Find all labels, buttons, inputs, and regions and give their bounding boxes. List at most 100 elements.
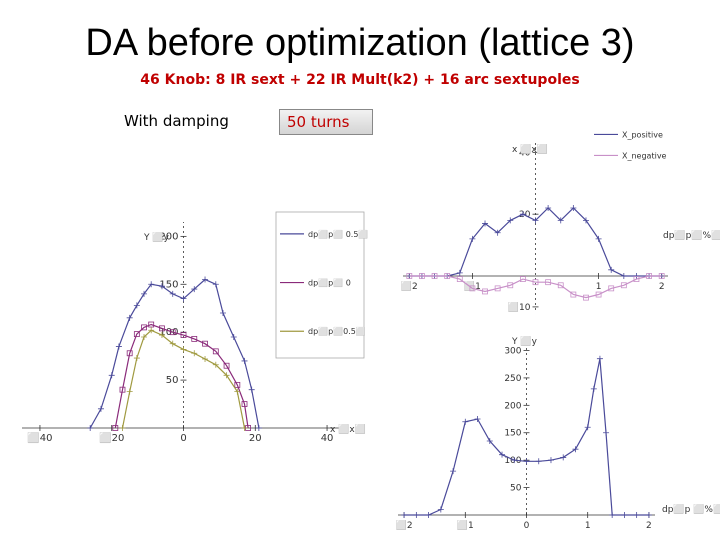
- y-axis-label: x ⬜x⬜: [512, 143, 548, 155]
- data-point: [507, 217, 514, 224]
- data-point: [620, 282, 627, 289]
- data-point: [494, 229, 501, 236]
- data-point: [633, 273, 640, 279]
- data-point: [570, 291, 577, 298]
- data-point: [180, 332, 187, 338]
- data-point: [519, 211, 526, 218]
- data-point: [169, 340, 176, 347]
- series-line-3: [121, 329, 246, 429]
- data-point: [557, 217, 564, 224]
- data-point: [230, 333, 237, 340]
- data-point: [583, 294, 589, 301]
- data-point: [482, 220, 489, 227]
- turns-badge: 50 turns: [279, 109, 373, 135]
- data-point: [223, 372, 230, 379]
- data-point: [532, 279, 539, 286]
- data-point: [486, 437, 493, 444]
- data-point: [202, 356, 209, 363]
- x-axis-label: dp⬜p ⬜%⬜: [662, 503, 720, 515]
- data-point: [547, 457, 554, 464]
- data-point: [507, 282, 514, 289]
- data-point: [241, 401, 248, 407]
- data-point: [126, 314, 133, 321]
- x-tick-label: 2: [659, 282, 665, 292]
- x-axis-label: dp⬜p⬜%⬜: [663, 229, 720, 241]
- data-point: [545, 205, 552, 211]
- data-point: [158, 283, 165, 290]
- data-point: [560, 454, 567, 461]
- data-point: [462, 418, 469, 425]
- data-point: [133, 331, 140, 338]
- data-point: [456, 276, 463, 282]
- data-point: [595, 291, 602, 298]
- y-tick-label: 150: [504, 429, 521, 439]
- y-tick-label: 40: [519, 148, 531, 158]
- data-point: [191, 350, 198, 357]
- y-tick-label: 100: [159, 327, 178, 338]
- data-point: [582, 217, 589, 224]
- data-point: [87, 425, 94, 431]
- data-point: [633, 512, 640, 518]
- data-point: [437, 506, 444, 513]
- data-point: [158, 332, 165, 339]
- data-point: [115, 343, 122, 350]
- legend-entry: dp⬜p⬜0.5⬜: [308, 326, 366, 336]
- data-point: [474, 416, 481, 423]
- data-point: [603, 429, 610, 436]
- y-axis-label: Y ⬜y: [511, 335, 538, 347]
- x-tick-label: 20: [249, 433, 262, 444]
- data-point: [596, 355, 603, 362]
- data-point: [212, 361, 219, 368]
- data-point: [413, 512, 420, 518]
- data-point: [570, 205, 577, 211]
- x-tick-label: ⬜40: [27, 431, 52, 444]
- data-point: [148, 281, 155, 288]
- x-tick-label: ⬜2: [401, 280, 418, 292]
- y-tick-label: 300: [504, 346, 521, 356]
- legend-entry: X_negative: [622, 151, 667, 160]
- data-point: [191, 286, 198, 293]
- data-point: [126, 350, 133, 357]
- y-tick-label: 200: [504, 401, 521, 411]
- data-point: [425, 512, 432, 518]
- data-point: [159, 325, 165, 332]
- data-point: [241, 425, 248, 431]
- data-point: [590, 385, 597, 392]
- data-point: [148, 327, 155, 334]
- x-axis-label: x ⬜x⬜: [330, 423, 366, 435]
- data-point: [469, 285, 476, 292]
- data-point: [658, 273, 665, 279]
- data-point: [191, 335, 198, 342]
- x-tick-label: ⬜20: [99, 431, 124, 444]
- data-point: [532, 217, 539, 224]
- data-point: [255, 425, 262, 431]
- data-point: [148, 321, 155, 328]
- data-point: [608, 266, 615, 273]
- data-point: [234, 388, 241, 395]
- data-point: [180, 346, 187, 353]
- data-point: [584, 424, 591, 431]
- data-point: [456, 269, 463, 276]
- data-point: [401, 512, 408, 518]
- data-point: [202, 276, 209, 283]
- x-tick-label: 40: [321, 433, 334, 444]
- y-tick-label: 50: [166, 375, 179, 386]
- data-point: [141, 290, 148, 297]
- data-point: [212, 281, 219, 288]
- data-point: [219, 310, 226, 317]
- data-point: [620, 273, 627, 279]
- data-point: [141, 333, 148, 340]
- legend-entry: dp⬜p⬜ 0: [308, 278, 351, 288]
- data-point: [169, 290, 176, 297]
- x-tick-label: ⬜2: [396, 519, 413, 531]
- y-tick-label: 100: [504, 456, 521, 466]
- data-point: [108, 372, 115, 379]
- data-point: [499, 451, 506, 458]
- x-tick-label: 0: [524, 521, 530, 531]
- y-tick-label: 150: [159, 279, 178, 290]
- data-point: [133, 302, 140, 309]
- data-point: [535, 458, 542, 465]
